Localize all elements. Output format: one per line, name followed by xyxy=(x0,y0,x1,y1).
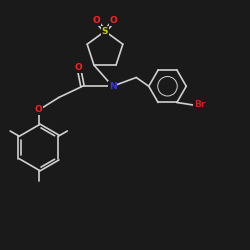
Text: O: O xyxy=(35,106,42,114)
Text: Br: Br xyxy=(194,100,205,110)
Text: S: S xyxy=(102,27,108,36)
Text: N: N xyxy=(109,82,116,91)
Text: O: O xyxy=(75,63,82,72)
Text: O: O xyxy=(110,16,118,25)
Text: O: O xyxy=(92,16,100,25)
